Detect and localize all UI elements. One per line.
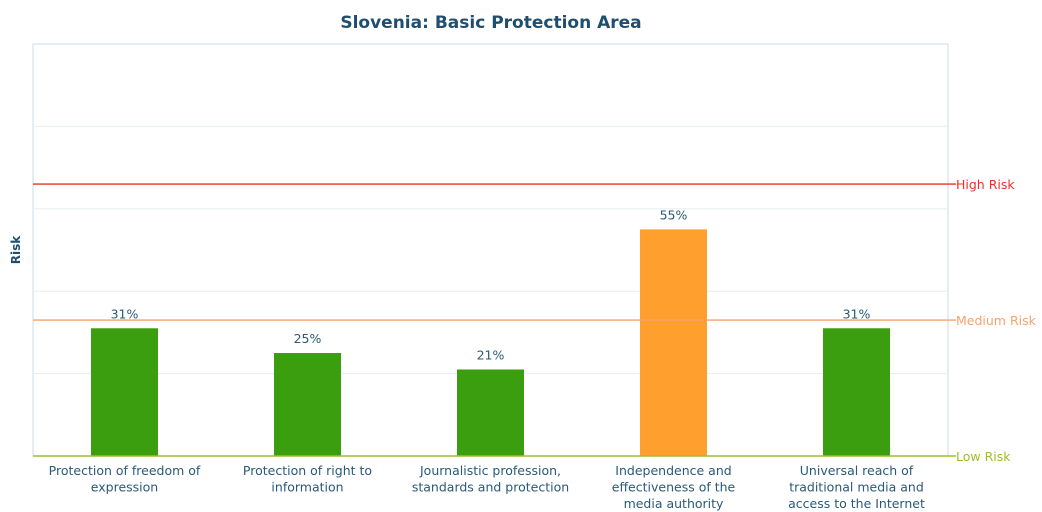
category-label: Journalistic profession, standards and pr… (412, 463, 569, 495)
value-labels-group: 31% 25% 21% 55% 31% (111, 207, 871, 362)
data-label: 31% (111, 306, 139, 321)
bar (91, 328, 158, 456)
gridlines (33, 125, 948, 375)
data-label: 21% (477, 347, 505, 362)
reference-line-label: Low Risk (956, 449, 1011, 464)
data-label: 25% (294, 331, 322, 346)
bars-group (91, 229, 890, 456)
bar (640, 229, 707, 456)
reference-line-label: Medium Risk (956, 313, 1037, 328)
category-label: Protection of freedom of expression (49, 463, 201, 495)
category-label: Universal reach of traditional media and a… (788, 463, 925, 511)
chart-title: Slovenia: Basic Protection Area (340, 13, 641, 33)
data-label: 55% (660, 207, 688, 222)
data-label: 31% (843, 306, 871, 321)
bar (457, 369, 524, 456)
y-axis-label: Risk (9, 235, 23, 264)
category-label: Independence and effectiveness of the medi… (612, 463, 736, 511)
reference-line-label: High Risk (956, 177, 1015, 192)
category-labels-group: Protection of freedom of expression Protec… (49, 463, 925, 511)
bar (274, 353, 341, 456)
category-label: Protection of right to information (243, 463, 372, 495)
reference-lines-group: High Risk Medium Risk Low Risk (33, 177, 1037, 464)
bar (823, 328, 890, 456)
